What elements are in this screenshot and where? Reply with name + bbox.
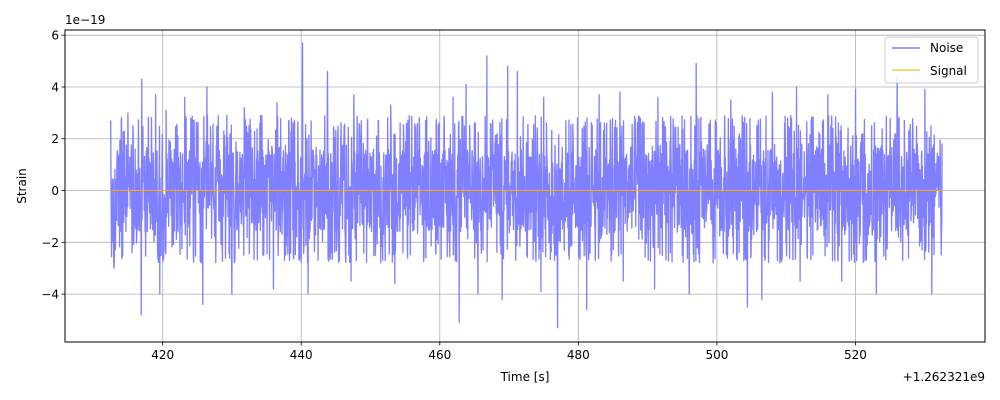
y-tick-label: 0: [51, 184, 59, 198]
plot-frame: [64, 29, 986, 343]
y-axis-ticks: −4 −2 0 2 4 6: [41, 29, 65, 302]
x-tick-label: 440: [290, 348, 313, 362]
legend-noise-label: Noise: [930, 41, 963, 55]
x-axis-ticks: 420 440 460 480 500 520: [151, 342, 867, 362]
y-tick-label: 2: [51, 132, 59, 146]
noise-series: [110, 42, 943, 329]
y-tick-label: −2: [41, 236, 59, 250]
y-tick-label: 6: [51, 29, 59, 43]
noise-line: [110, 42, 943, 329]
y-tick-label: 4: [51, 80, 59, 94]
x-tick-label: 520: [844, 348, 867, 362]
legend-signal-label: Signal: [930, 64, 967, 78]
x-tick-label: 480: [567, 348, 590, 362]
x-tick-label: 420: [151, 348, 174, 362]
y-scale-label: 1e−19: [65, 13, 105, 27]
y-axis-title: Strain: [15, 168, 29, 204]
legend: Noise Signal: [884, 36, 979, 84]
y-tick-label: −4: [41, 288, 59, 302]
x-tick-label: 460: [428, 348, 451, 362]
x-offset-label: +1.262321e9: [903, 370, 985, 384]
x-tick-label: 500: [705, 348, 728, 362]
x-axis-title: Time [s]: [500, 370, 550, 384]
